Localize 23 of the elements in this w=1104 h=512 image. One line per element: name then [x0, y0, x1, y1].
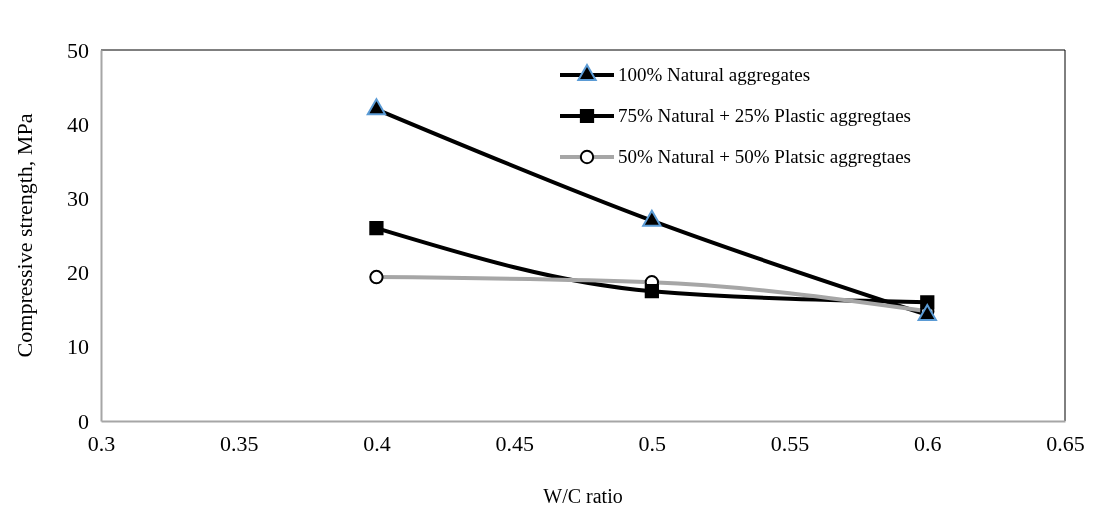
y-tick-label: 30 — [67, 185, 89, 211]
x-tick-label: 0.35 — [219, 430, 259, 456]
x-axis-title: W/C ratio — [543, 485, 623, 507]
x-tick-label: 0.4 — [363, 430, 391, 456]
y-axis-title: Compressive strength, MPa — [12, 113, 37, 358]
legend-label: 50% Natural + 50% Platsic aggregtaes — [618, 146, 911, 167]
y-tick-label: 20 — [67, 260, 89, 286]
point — [366, 98, 387, 116]
point — [644, 284, 659, 299]
point — [642, 209, 662, 227]
x-tick-label: 0.3 — [87, 430, 116, 456]
y-tick-label: 50 — [67, 37, 89, 63]
x-tick-label: 0.65 — [1046, 430, 1085, 456]
x-tick-label: 0.6 — [914, 430, 942, 456]
x-tick-label: 0.45 — [495, 430, 534, 456]
y-tick-label: 0 — [78, 408, 89, 434]
y-tick-label: 10 — [67, 334, 89, 360]
x-tick-label: 0.55 — [770, 430, 810, 456]
x-tick-label: 0.5 — [638, 430, 667, 456]
y-tick-label: 40 — [67, 111, 89, 137]
point — [369, 220, 384, 236]
legend-label: 75% Natural + 25% Plastic aggregtaes — [618, 105, 911, 126]
legend-label: 100% Natural aggregates — [618, 64, 811, 85]
